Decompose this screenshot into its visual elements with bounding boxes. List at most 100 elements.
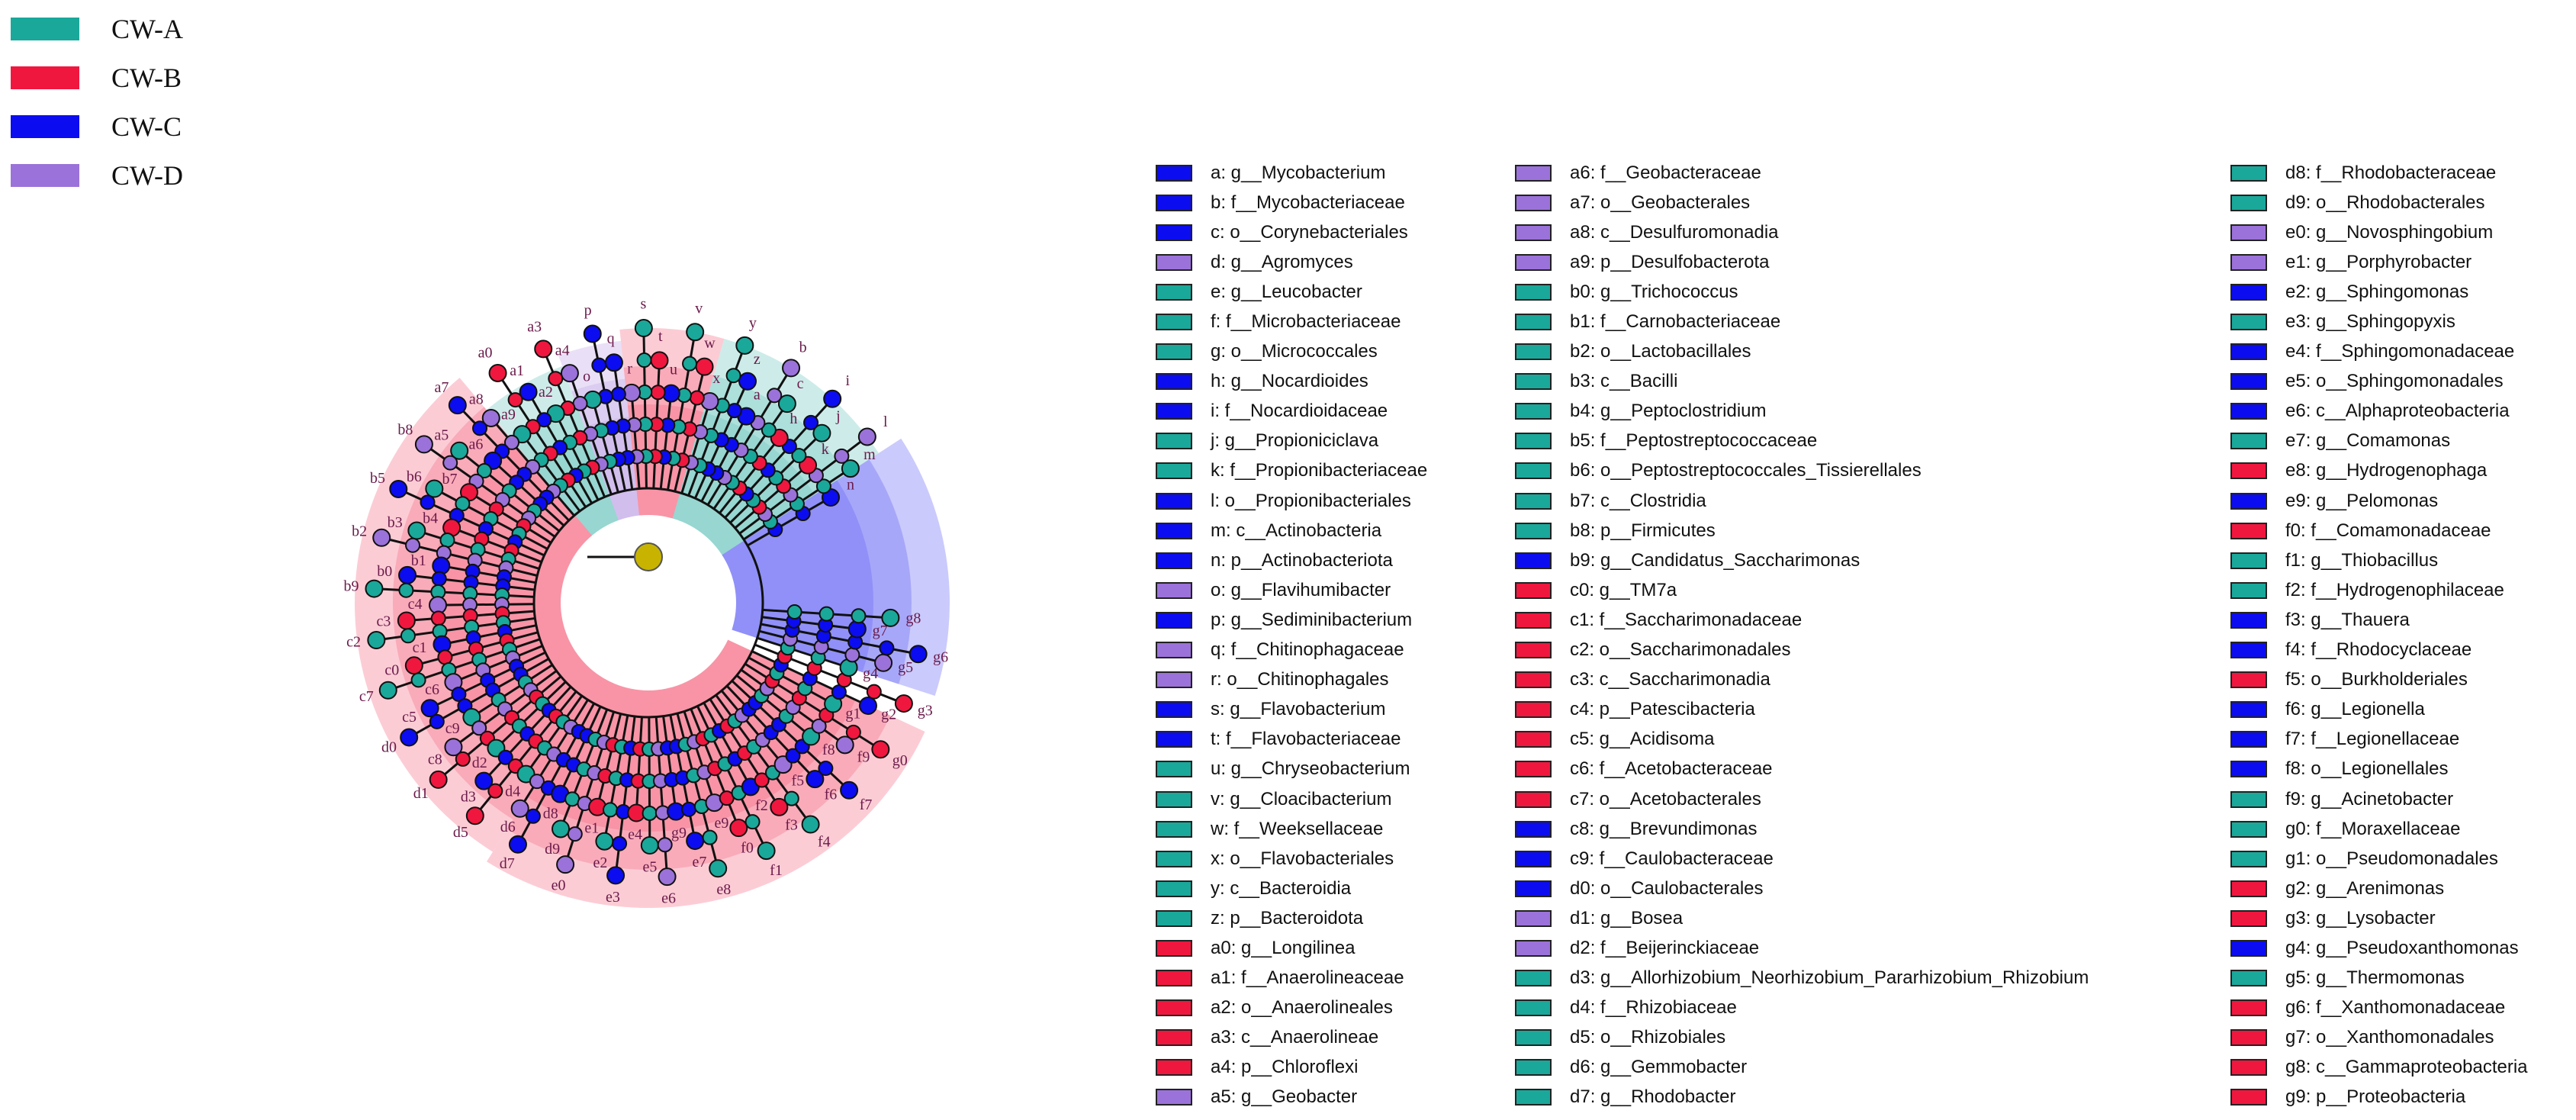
taxon-label: c7: o__Acetobacterales (1570, 788, 1761, 809)
taxon-node (420, 699, 439, 718)
taxon-node (420, 494, 436, 510)
taxon-color-box (2230, 283, 2267, 301)
clade-label: e1 (584, 819, 599, 836)
taxon-key-item: f6: g__Legionella (2230, 695, 2528, 725)
branch (757, 636, 850, 669)
taxon-key-item: e9: g__Pelomonas (2230, 486, 2528, 516)
taxon-color-box (1515, 970, 1552, 987)
taxon-key-item: x: o__Flavobacteriales (1156, 844, 1427, 874)
clade-label: c5 (402, 709, 416, 726)
clade-label: c0 (384, 662, 399, 679)
taxon-key-item: d1: g__Bosea (1515, 903, 2089, 933)
taxon-color-box (2230, 492, 2267, 510)
clade-label: d2 (472, 755, 487, 771)
taxon-color-box (1156, 820, 1192, 838)
taxa-key-column-2: a6: f__Geobacteraceae a7: o__Geobacterale… (1515, 158, 2089, 1112)
taxon-node (657, 837, 673, 853)
clade-label: d7 (500, 855, 515, 872)
clade-label: f3 (785, 817, 798, 834)
taxon-label: c4: p__Patescibacteria (1570, 699, 1755, 720)
taxon-key-item: f5: o__Burkholderiales (2230, 665, 2528, 695)
clade-label: v (695, 300, 703, 317)
taxon-label: d: g__Agromyces (1211, 251, 1353, 272)
clade-label: x (712, 370, 720, 387)
taxon-key-item: c: o__Corynebacteriales (1156, 217, 1427, 247)
taxon-node (811, 718, 827, 734)
taxon-node (488, 363, 507, 382)
taxon-color-box (1515, 194, 1552, 211)
taxon-label: u: g__Chryseobacterium (1211, 758, 1410, 780)
taxon-key-item: c4: p__Patescibacteria (1515, 695, 2089, 725)
taxon-color-box (1156, 642, 1192, 659)
taxon-color-box (2230, 880, 2267, 897)
taxon-label: x: o__Flavobacteriales (1211, 848, 1394, 869)
taxon-node (430, 610, 446, 626)
taxon-label: g0: f__Moraxellaceae (2285, 818, 2461, 839)
taxon-node (695, 357, 714, 376)
taxon-key-item: c5: g__Acidisoma (1515, 725, 2089, 755)
taxon-node (636, 352, 652, 369)
branch (452, 645, 543, 684)
clade-label: f9 (857, 749, 870, 766)
taxon-node (782, 359, 801, 378)
clade-label: g6 (933, 649, 948, 665)
taxon-node (801, 815, 820, 834)
taxon-label: a9: p__Desulfobacterota (1570, 251, 1770, 272)
taxon-color-box (1156, 403, 1192, 420)
clade-label: d1 (413, 785, 429, 802)
taxon-node (791, 448, 807, 464)
taxon-key-item: a8: c__Desulfuromonadia (1515, 217, 2089, 247)
taxon-key-item: d8: f__Rhodobacteraceae (2230, 158, 2528, 188)
taxon-node (689, 390, 705, 406)
taxon-key-item: f8: o__Legionellales (2230, 755, 2528, 784)
taxon-label: f7: f__Legionellaceae (2285, 729, 2460, 750)
taxon-node (874, 653, 893, 672)
clade-label: a2 (539, 384, 553, 401)
taxon-label: a5: g__Geobacter (1211, 1086, 1358, 1108)
taxon-color-box (1156, 373, 1192, 391)
taxon-label: g6: f__Xanthomonadaceae (2285, 997, 2506, 1019)
taxon-color-box (1515, 1059, 1552, 1077)
clade-label: b3 (388, 514, 403, 531)
branch (471, 664, 553, 719)
taxon-node (400, 628, 416, 644)
taxon-color-box (2230, 909, 2267, 927)
clade-label: a5 (434, 427, 449, 444)
taxon-node (754, 772, 770, 788)
taxon-label: h: g__Nocardioides (1211, 371, 1368, 392)
root-ring (532, 487, 764, 719)
taxon-label: b6: o__Peptostreptococcales_Tissierellal… (1570, 460, 1922, 481)
clade-label: e6 (661, 890, 676, 907)
clade-label: b6 (407, 468, 422, 485)
taxon-node (603, 802, 619, 818)
clade-label: g0 (892, 752, 908, 769)
taxon-node (709, 859, 728, 878)
branch (442, 624, 537, 646)
taxon-key-item: g: o__Micrococcales (1156, 337, 1427, 367)
branch (700, 415, 748, 502)
taxon-node (767, 388, 783, 404)
taxon-color-box (2230, 970, 2267, 987)
taxon-color-box (1156, 939, 1192, 957)
taxon-node (604, 353, 623, 372)
taxon-key-item: r: o__Chitinophagales (1156, 665, 1427, 695)
taxon-label: i: f__Nocardioidaceae (1211, 401, 1388, 422)
branch (492, 459, 565, 526)
taxon-label: d6: g__Gemmobacter (1570, 1057, 1748, 1078)
cladogram: nml kj i h c b a z y x w v uts rqp o a4 a3 a2 a1 a0 a9 a8 a7 a6… (344, 296, 950, 908)
taxon-label: f0: f__Comamonadaceae (2285, 520, 2491, 541)
taxon-label: m: c__Actinobacteria (1211, 520, 1382, 541)
clade-label: b (799, 339, 807, 356)
clade-label: a8 (469, 391, 484, 408)
clade-label: g7 (873, 623, 888, 639)
taxon-node (397, 611, 416, 630)
taxon-node (414, 435, 433, 454)
taxon-color-box (1515, 909, 1552, 927)
group-label: CW-C (111, 111, 182, 142)
taxon-color-box (1515, 1029, 1552, 1047)
taxon-node (552, 819, 571, 838)
taxon-node (786, 604, 802, 620)
taxon-label: g4: g__Pseudoxanthomonas (2285, 937, 2519, 958)
taxon-key-item: b7: c__Clostridia (1515, 486, 2089, 516)
taxon-color-box (2230, 343, 2267, 361)
